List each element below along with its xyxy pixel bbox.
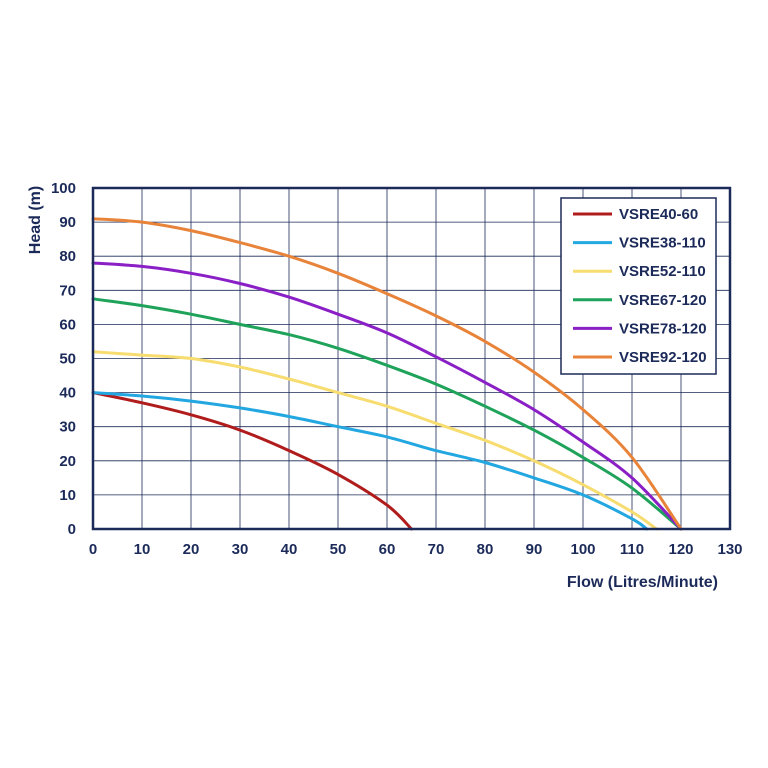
legend-label-vsre78-120: VSRE78-120 (619, 320, 707, 337)
x-tick-label: 70 (428, 541, 445, 558)
y-axis-title: Head (m) (27, 186, 44, 254)
y-tick-label: 100 (51, 180, 76, 197)
legend-label-vsre92-120: VSRE92-120 (619, 349, 707, 366)
y-tick-label: 50 (59, 351, 76, 368)
series-lines (91, 217, 683, 531)
legend: VSRE40-60 VSRE38-110 VSRE52-110 VSRE67-120 V… (560, 197, 717, 375)
x-tick-label: 110 (620, 541, 644, 558)
y-tick-label: 60 (59, 316, 76, 333)
series-line-vsre52-110 (91, 350, 658, 531)
y-tick-label: 30 (59, 419, 76, 436)
y-tick-label: 90 (59, 214, 76, 231)
series-line-vsre40-60 (91, 391, 413, 531)
x-tick-label: 100 (570, 541, 595, 558)
legend-label-vsre52-110: VSRE52-110 (619, 263, 706, 280)
x-axis-title: Flow (Litres/Minute) (567, 574, 718, 591)
x-tick-label: 90 (526, 541, 543, 558)
plot-frame (91, 186, 732, 531)
x-tick-labels: 0 10 20 30 40 50 60 70 80 90 100 110 120 130 (89, 541, 743, 558)
x-tick-label: 50 (330, 541, 347, 558)
y-tick-label: 70 (59, 282, 76, 299)
series-line-vsre78-120 (91, 261, 683, 531)
series-line-vsre67-120 (91, 297, 683, 531)
y-tick-labels: 0 10 20 30 40 50 60 70 80 90 100 (51, 180, 76, 538)
legend-label-vsre38-110: VSRE38-110 (619, 235, 706, 252)
x-tick-label: 130 (717, 541, 742, 558)
x-tick-label: 10 (134, 541, 151, 558)
legend-box (560, 197, 717, 375)
series-line-vsre92-120 (91, 217, 683, 531)
x-tick-label: 20 (183, 541, 200, 558)
legend-label-vsre67-120: VSRE67-120 (619, 292, 707, 309)
x-tick-label: 40 (281, 541, 298, 558)
y-tick-label: 40 (59, 385, 76, 402)
x-tick-label: 120 (668, 541, 693, 558)
y-tick-label: 0 (68, 521, 76, 538)
x-tick-label: 0 (89, 541, 97, 558)
series-line-vsre38-110 (91, 391, 649, 531)
y-tick-label: 20 (59, 453, 76, 470)
x-tick-label: 30 (232, 541, 249, 558)
y-tick-label: 10 (59, 487, 76, 504)
x-tick-label: 60 (379, 541, 396, 558)
legend-label-vsre40-60: VSRE40-60 (619, 206, 698, 223)
y-tick-label: 80 (59, 248, 76, 265)
x-tick-label: 80 (477, 541, 494, 558)
